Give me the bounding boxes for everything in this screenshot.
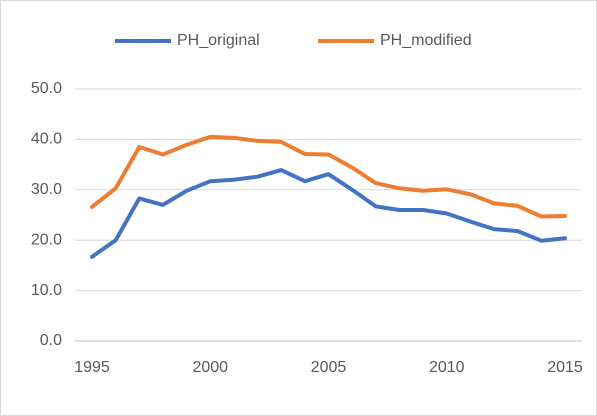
y-tick-label: 30.0 — [31, 181, 62, 198]
legend-label: PH_original — [177, 32, 260, 49]
x-tick-label: 2000 — [192, 359, 228, 376]
y-tick-label: 10.0 — [31, 282, 62, 299]
series-line — [90, 134, 567, 219]
x-tick-label: 1995 — [74, 359, 110, 376]
y-tick-label: 20.0 — [31, 231, 62, 248]
y-tick-label: 50.0 — [31, 80, 62, 97]
legend-label: PH_modified — [380, 32, 472, 49]
x-tick-label: 2010 — [429, 359, 465, 376]
x-tick-label: 2015 — [547, 359, 583, 376]
y-tick-label: 40.0 — [31, 131, 62, 148]
x-tick-label: 2005 — [311, 359, 347, 376]
y-tick-label: 0.0 — [40, 332, 62, 349]
series-line — [90, 168, 567, 259]
